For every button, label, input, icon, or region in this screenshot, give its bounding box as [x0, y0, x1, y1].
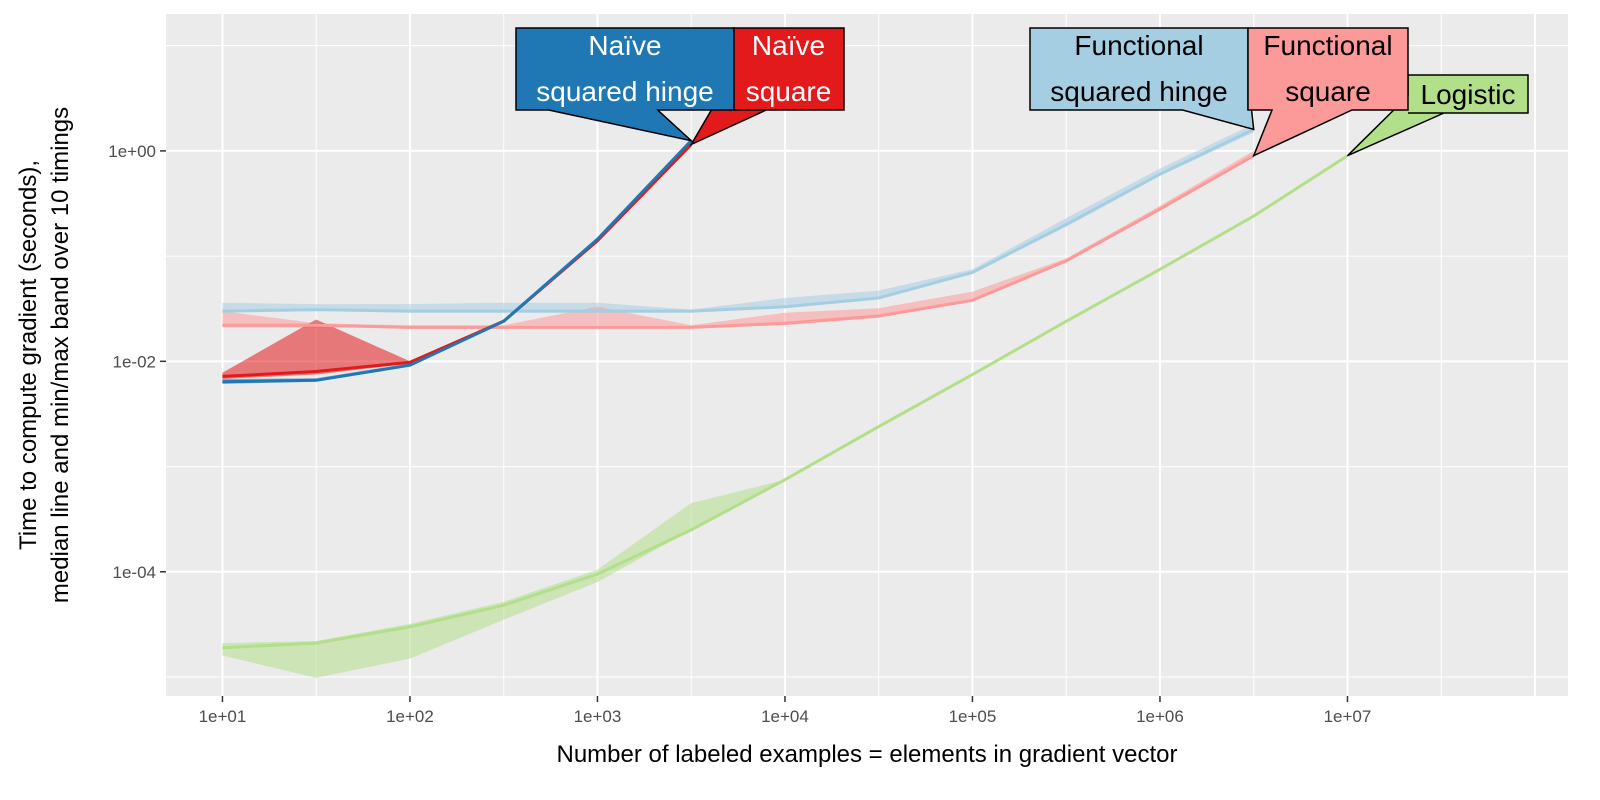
y-axis-ticks: 1e-04 1e-02 1e+00 [108, 142, 166, 582]
x-tick-label: 1e+01 [199, 707, 247, 726]
y-axis-title-line-2: median line and min/max band over 10 tim… [47, 107, 74, 603]
callout-functional-squared-hinge: Functional squared hinge [1029, 27, 1255, 131]
y-tick-label: 1e+00 [108, 142, 156, 161]
y-tick-label: 1e-04 [113, 563, 156, 582]
x-tick-label: 1e+07 [1324, 707, 1372, 726]
x-axis-ticks: 1e+01 1e+02 1e+03 1e+04 1e+05 1e+06 1e+07 [199, 696, 1372, 726]
band-na-ve-square [222, 142, 692, 379]
grid-lines [166, 14, 1568, 696]
callout-label: squared hinge [536, 76, 713, 107]
callout-label: Functional [1074, 30, 1203, 61]
median-lines [222, 128, 1349, 650]
callout-label: square [746, 76, 832, 107]
median-line-functional-squared-hinge [222, 128, 1255, 313]
callout-na-ve-squared-hinge: Naïve squared hinge [515, 27, 735, 143]
callout-box [515, 27, 735, 143]
callout-functional-square: Functional square [1247, 27, 1409, 158]
callout-label: Naïve [588, 30, 661, 61]
x-axis-title: Number of labeled examples = elements in… [557, 741, 1178, 768]
y-tick-label: 1e-02 [113, 352, 156, 371]
callout-box [1247, 27, 1409, 158]
callout-na-ve-square: Naïve square [689, 27, 845, 147]
median-line-functional-square [222, 154, 1255, 329]
x-tick-label: 1e+03 [574, 707, 622, 726]
x-tick-label: 1e+04 [761, 707, 809, 726]
callout-label: Logistic [1421, 79, 1516, 110]
callout-label: Naïve [752, 30, 825, 61]
x-tick-label: 1e+05 [949, 707, 997, 726]
median-line-logistic [222, 154, 1349, 650]
callout-label: Functional [1263, 30, 1392, 61]
callout-label: square [1285, 76, 1371, 107]
x-tick-label: 1e+02 [386, 707, 434, 726]
min-max-bands [222, 124, 1348, 678]
y-axis-title-line-1: Time to compute gradient (seconds), [15, 160, 42, 550]
plot-panel [166, 14, 1568, 696]
callout-label: squared hinge [1050, 76, 1227, 107]
x-tick-label: 1e+06 [1136, 707, 1184, 726]
median-line-na-ve-squared-hinge [222, 139, 693, 384]
